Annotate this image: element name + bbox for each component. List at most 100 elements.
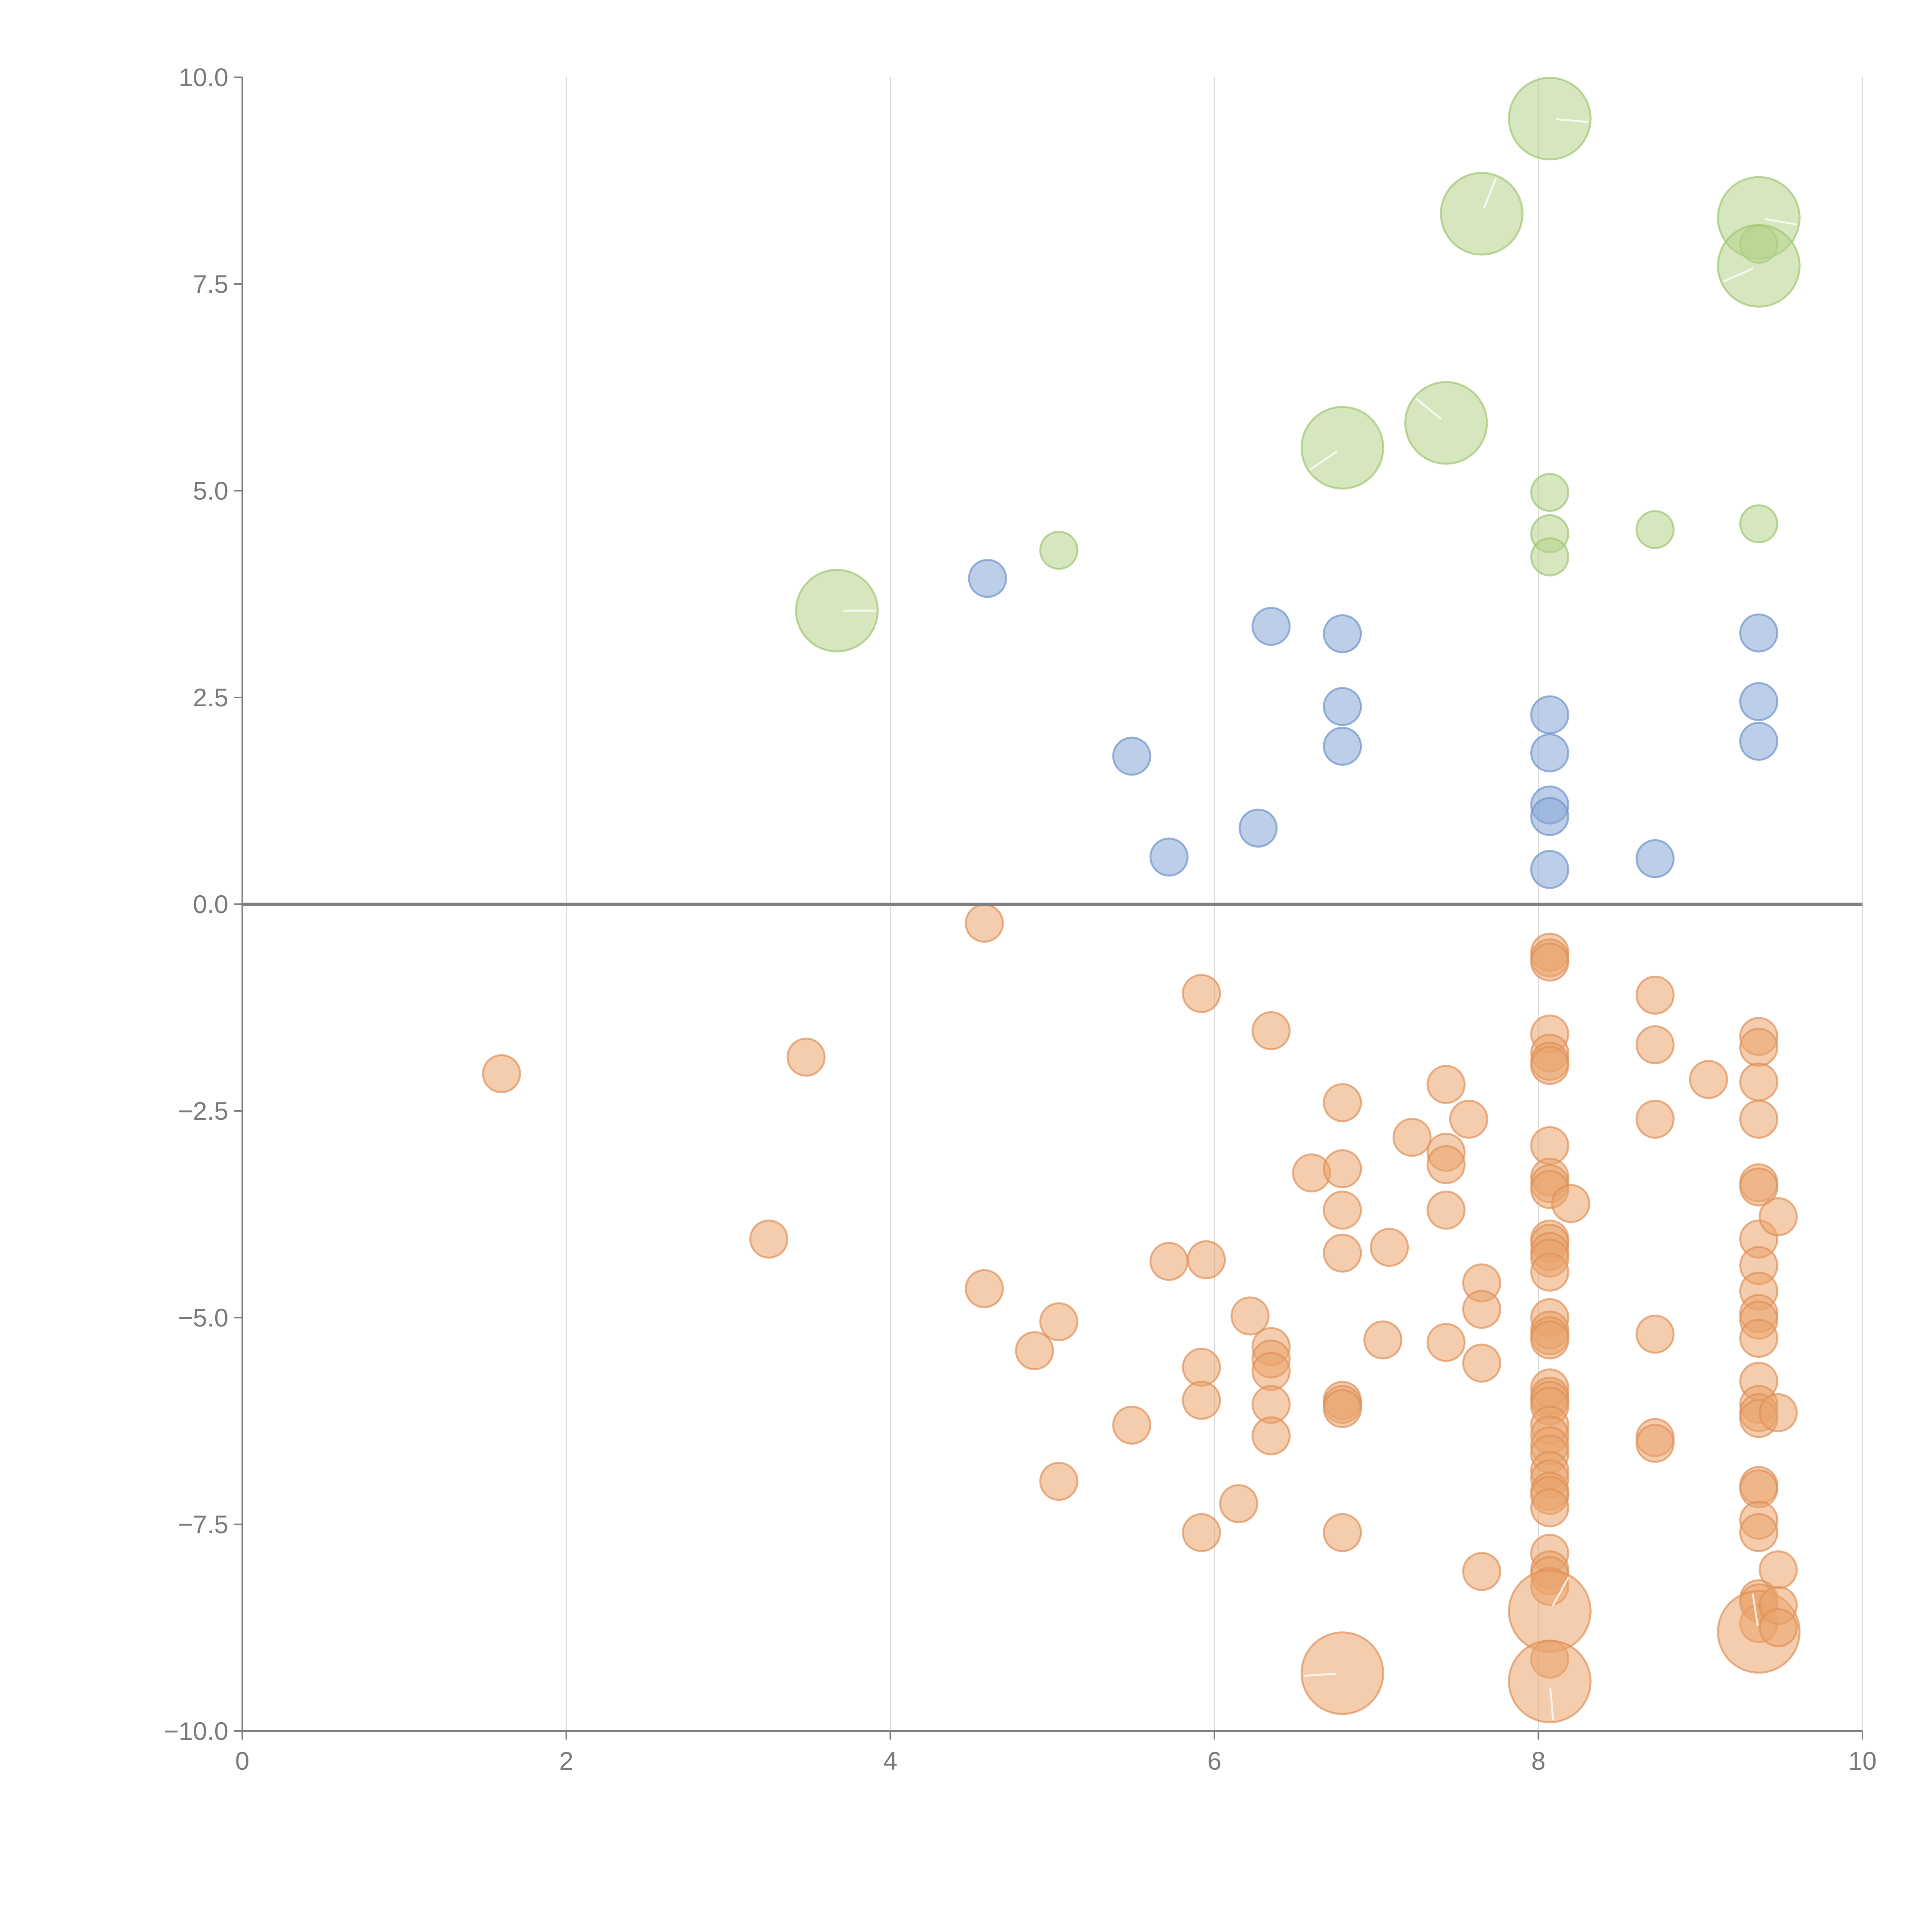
y-tick-label: −5.0	[178, 1303, 228, 1332]
point-orange-118	[1759, 1197, 1798, 1236]
point-orange-5	[1015, 1331, 1054, 1371]
point-orange-89	[1635, 1099, 1675, 1139]
point-orange-20	[1252, 1352, 1291, 1391]
y-tick-label: 5.0	[193, 476, 228, 505]
point-orange-97	[1739, 1099, 1779, 1139]
y-tick-label: 10.0	[179, 63, 228, 92]
point-orange-113	[1739, 1513, 1779, 1552]
point-blue-13	[1635, 839, 1675, 878]
point-orange-122	[1759, 1608, 1798, 1647]
point-orange-88	[1635, 1025, 1675, 1065]
point-orange-1	[749, 1219, 789, 1259]
point-orange-9	[1149, 1242, 1189, 1281]
point-orange-4	[964, 1269, 1004, 1308]
point-blue-6	[1323, 687, 1362, 726]
point-blue-7	[1323, 726, 1362, 766]
point-orange-87	[1635, 975, 1675, 1015]
point-blue-14	[1739, 613, 1779, 653]
point-orange-26	[1323, 1190, 1362, 1230]
point-orange-39	[1426, 1190, 1466, 1230]
point-orange-16	[1230, 1296, 1270, 1336]
point-orange-7	[1039, 1462, 1078, 1501]
point-green-8	[1530, 537, 1570, 577]
y-tick-label: 0.0	[193, 890, 228, 918]
point-orange-99	[1739, 1167, 1779, 1207]
point-orange-85	[1508, 1639, 1592, 1723]
point-label-stroke	[1483, 177, 1497, 209]
point-green-4	[1440, 172, 1524, 256]
y-tick-label: 2.5	[193, 683, 228, 712]
point-orange-27	[1323, 1233, 1362, 1273]
x-tick-label: 0	[235, 1747, 250, 1775]
point-orange-61	[1530, 1252, 1570, 1292]
point-orange-95	[1739, 1027, 1779, 1067]
point-orange-15	[1219, 1484, 1259, 1523]
point-blue-16	[1739, 721, 1779, 761]
point-orange-120	[1759, 1550, 1798, 1590]
point-green-9	[1635, 510, 1675, 549]
point-orange-92	[1635, 1423, 1675, 1463]
point-orange-2	[786, 1037, 826, 1077]
y-axis-ticks: 10.0 7.5 5.0 2.5 0.0 −2.5 −5.0 −7.5 −10.0	[164, 63, 242, 1745]
x-tick-label: 8	[1531, 1747, 1546, 1775]
series-green	[795, 77, 1801, 653]
x-tick-label: 10	[1848, 1747, 1876, 1775]
point-blue-5	[1323, 614, 1362, 653]
point-orange-32	[1300, 1631, 1384, 1715]
point-orange-48	[1530, 942, 1570, 982]
point-orange-8	[1112, 1405, 1151, 1445]
y-tick-label: −2.5	[178, 1097, 228, 1125]
point-orange-25	[1323, 1149, 1362, 1189]
point-label-stroke	[1549, 1687, 1554, 1720]
point-orange-44	[1462, 1344, 1502, 1383]
point-blue-2	[1149, 837, 1189, 877]
point-blue-15	[1739, 682, 1779, 721]
point-blue-1	[1112, 736, 1151, 776]
point-label-stroke	[1556, 118, 1588, 123]
point-orange-34	[1370, 1228, 1409, 1267]
point-green-5	[1508, 77, 1592, 161]
y-tick-label: −10.0	[164, 1717, 228, 1745]
point-orange-38	[1426, 1145, 1466, 1184]
point-orange-36	[1426, 1065, 1466, 1104]
point-green-1	[1039, 531, 1078, 570]
point-orange-6	[1039, 1302, 1078, 1342]
point-green-3	[1404, 381, 1488, 465]
point-blue-12	[1530, 850, 1570, 889]
point-orange-24	[1323, 1083, 1362, 1122]
y-tick-label: −7.5	[178, 1510, 228, 1539]
point-orange-17	[1252, 1011, 1291, 1050]
point-label-stroke	[1752, 1593, 1759, 1626]
x-tick-label: 2	[559, 1747, 573, 1775]
point-orange-0	[482, 1054, 521, 1094]
series-blue	[968, 559, 1779, 889]
point-orange-65	[1530, 1320, 1570, 1360]
x-axis-ticks: 0 2 4 6 8 10	[235, 1731, 1877, 1775]
point-orange-45	[1462, 1552, 1502, 1591]
point-green-6	[1530, 473, 1570, 512]
y-tick-label: 7.5	[193, 270, 228, 298]
point-blue-0	[968, 559, 1007, 598]
point-orange-35	[1392, 1117, 1432, 1157]
point-blue-4	[1252, 607, 1291, 646]
point-blue-8	[1530, 695, 1570, 735]
point-label-stroke	[1415, 398, 1442, 420]
point-orange-13	[1182, 1513, 1221, 1552]
point-green-2	[1300, 406, 1384, 490]
point-orange-52	[1530, 1046, 1570, 1085]
point-orange-41	[1449, 1099, 1488, 1139]
point-orange-96	[1739, 1062, 1779, 1102]
point-orange-105	[1739, 1319, 1779, 1358]
point-orange-3	[964, 903, 1004, 943]
point-orange-43	[1462, 1290, 1502, 1329]
data-points	[482, 77, 1801, 1723]
point-green-13	[1739, 504, 1779, 544]
series-orange	[482, 903, 1801, 1723]
point-green-12	[1717, 224, 1801, 308]
point-label-stroke	[1552, 1577, 1570, 1607]
point-label-stroke	[1723, 267, 1754, 283]
point-blue-9	[1530, 733, 1570, 772]
point-orange-40	[1426, 1323, 1466, 1362]
point-label-stroke	[1303, 1672, 1337, 1677]
